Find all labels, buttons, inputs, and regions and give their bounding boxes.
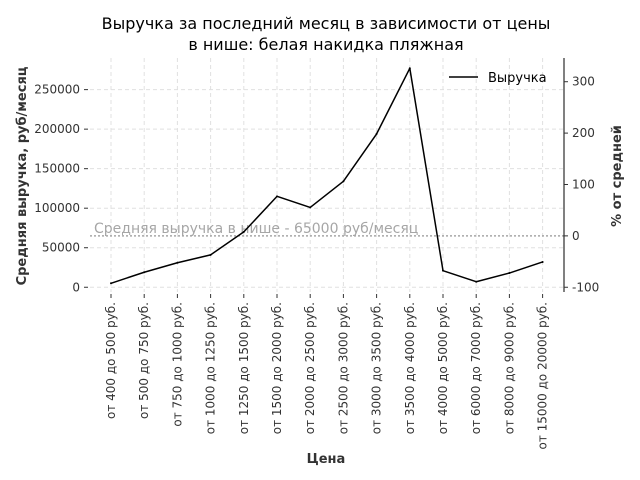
- x-tick-label: от 750 до 1000 руб.: [170, 302, 184, 427]
- x-axis-label: Цена: [307, 452, 346, 467]
- data-point: [309, 206, 312, 209]
- chart-title-line-1: Выручка за последний месяц в зависимости…: [102, 14, 551, 33]
- y2-tick-label: 300: [572, 75, 595, 89]
- average-annotation: Средняя выручка в нише - 65000 руб/месяц: [94, 221, 418, 237]
- x-tick-label: от 15000 до 20000 руб.: [536, 302, 550, 450]
- y-tick-label: 150000: [34, 162, 80, 176]
- data-point: [143, 271, 146, 274]
- data-point: [276, 195, 278, 198]
- y-tick-label: 100000: [34, 201, 80, 215]
- data-point: [342, 180, 345, 183]
- data-point: [242, 230, 245, 233]
- y2-tick-label: 100: [572, 177, 595, 191]
- x-tick-labels: от 400 до 500 руб. от 500 до 750 руб. от 7…: [104, 302, 550, 450]
- y2-tick-label: -100: [572, 280, 599, 294]
- data-point: [408, 67, 411, 70]
- data-point: [110, 282, 112, 285]
- x-tick-label: от 500 до 750 руб.: [137, 302, 151, 419]
- data-point: [442, 269, 444, 272]
- data-point: [541, 260, 544, 263]
- y-tick-label: 0: [72, 280, 80, 294]
- x-tick-label: от 3000 до 3500 руб.: [370, 302, 384, 434]
- data-point: [375, 132, 378, 135]
- series-line-revenue: [110, 67, 543, 285]
- data-point: [176, 261, 179, 264]
- y2-tick-label: 0: [572, 229, 580, 243]
- x-tick-label: от 2500 до 3000 руб.: [336, 302, 350, 434]
- x-tick-label: от 1250 до 1500 руб.: [237, 302, 251, 434]
- y-tick-labels: 0 50000 100000 150000 200000 250000: [34, 83, 80, 295]
- y2-axis-label: % от средней: [610, 125, 625, 227]
- x-tick-label: от 6000 до 7000 руб.: [469, 302, 483, 434]
- x-tick-label: от 8000 до 9000 руб.: [502, 302, 516, 434]
- x-tick-label: от 4000 до 5000 руб.: [436, 302, 450, 434]
- y-axis-label: Средняя выручка, руб/месяц: [15, 66, 30, 285]
- y2-tick-label: 200: [572, 126, 595, 140]
- y-tick-label: 50000: [42, 241, 80, 255]
- y2-tick-labels: -100 0 100 200 300: [572, 75, 599, 295]
- x-tick-label: от 1500 до 2000 руб.: [270, 302, 284, 434]
- y-tick-label: 250000: [34, 83, 80, 97]
- x-tick-label: от 3500 до 4000 руб.: [403, 302, 417, 434]
- y-tick-label: 200000: [34, 122, 80, 136]
- legend: Выручка: [449, 71, 547, 86]
- x-tick-label: от 1000 до 1250 руб.: [204, 302, 218, 434]
- data-point: [475, 280, 478, 283]
- average-layer: Средняя выручка в нише - 65000 руб/месяц: [90, 221, 564, 237]
- axes: [84, 58, 568, 298]
- data-point: [209, 253, 212, 256]
- legend-label: Выручка: [488, 71, 547, 86]
- data-point: [508, 272, 511, 275]
- chart-title-line-2: в нише: белая накидка пляжная: [188, 35, 463, 54]
- x-tick-label: от 2000 до 2500 руб.: [303, 302, 317, 434]
- x-tick-label: от 400 до 500 руб.: [104, 302, 118, 419]
- series-layer: [110, 67, 544, 285]
- grid: [90, 58, 564, 292]
